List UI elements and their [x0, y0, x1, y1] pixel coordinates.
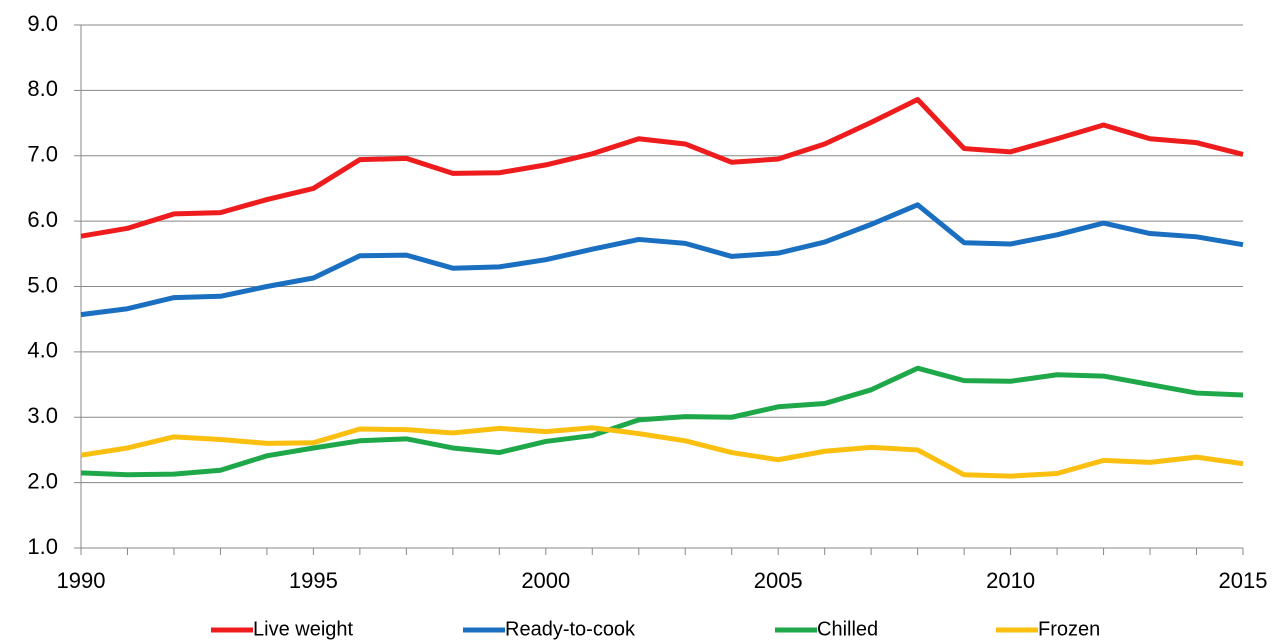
y-tick-label: 3.0 — [27, 403, 58, 428]
series-line — [80, 365, 1244, 478]
x-tick-label: 2015 — [1219, 568, 1268, 593]
series-line — [80, 202, 1244, 318]
y-tick-label: 8.0 — [27, 76, 58, 101]
legend-label: Frozen — [1038, 618, 1100, 640]
y-tick-label: 1.0 — [27, 534, 58, 559]
x-tick-label: 2000 — [521, 568, 570, 593]
series-line — [80, 425, 1244, 479]
legend-label: Chilled — [817, 618, 878, 640]
x-tick-label: 1990 — [57, 568, 106, 593]
y-tick-label: 4.0 — [27, 338, 58, 363]
y-tick-label: 9.0 — [27, 11, 58, 36]
y-tick-label: 2.0 — [27, 468, 58, 493]
x-tick-label: 2010 — [986, 568, 1035, 593]
series-line — [80, 97, 1244, 239]
x-tick-label: 2005 — [754, 568, 803, 593]
y-tick-label: 7.0 — [27, 142, 58, 167]
legend-label: Live weight — [253, 618, 354, 640]
legend-label: Ready-to-cook — [505, 618, 636, 640]
y-tick-label: 5.0 — [27, 272, 58, 297]
x-tick-label: 1995 — [289, 568, 338, 593]
y-tick-label: 6.0 — [27, 207, 58, 232]
